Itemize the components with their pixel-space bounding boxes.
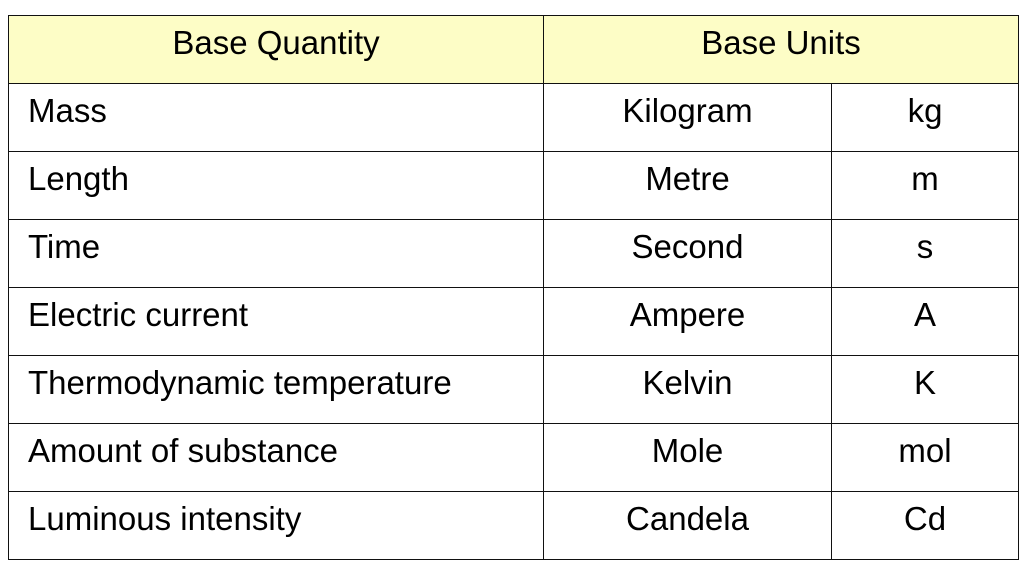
table-cell: Ampere xyxy=(543,287,832,356)
table-cell: Length xyxy=(8,151,544,220)
table-cell: Kilogram xyxy=(543,83,832,152)
table-cell: Mass xyxy=(8,83,544,152)
header-row: Base Quantity Base Units xyxy=(8,15,1020,84)
table-body: Mass Kilogram kg Length Metre m Time Second s Ele… xyxy=(8,83,1020,560)
header-cell: Base Quantity xyxy=(8,15,544,84)
table-cell: Amount of substance xyxy=(8,423,544,492)
table-cell: K xyxy=(830,355,1020,424)
table-row: Amount of substance Mole mol xyxy=(8,423,1020,492)
table-cell: Second xyxy=(543,219,832,288)
table-cell: Electric current xyxy=(8,287,544,356)
header-cell: Base Units xyxy=(542,15,1020,84)
table-cell: Mole xyxy=(543,423,832,492)
table-row: Electric current Ampere A xyxy=(8,287,1020,356)
table-cell: Luminous intensity xyxy=(8,491,544,560)
table-cell: m xyxy=(830,151,1020,220)
table-row: Luminous intensity Candela Cd xyxy=(8,491,1020,560)
table-cell: kg xyxy=(830,83,1020,152)
table-cell: s xyxy=(830,219,1020,288)
table-cell: Candela xyxy=(543,491,832,560)
si-units-table: Base Quantity Base Units Mass Kilogram kg L… xyxy=(8,15,1020,560)
table-cell: mol xyxy=(830,423,1020,492)
table-cell: Thermodynamic temperature xyxy=(8,355,544,424)
table-row: Length Metre m xyxy=(8,151,1020,220)
table-cell: Cd xyxy=(830,491,1020,560)
table-cell: Time xyxy=(8,219,544,288)
table-cell: Metre xyxy=(543,151,832,220)
table-cell: Kelvin xyxy=(543,355,832,424)
table-row: Mass Kilogram kg xyxy=(8,83,1020,152)
table-row: Time Second s xyxy=(8,219,1020,288)
table-row: Thermodynamic temperature Kelvin K xyxy=(8,355,1020,424)
table-cell: A xyxy=(830,287,1020,356)
